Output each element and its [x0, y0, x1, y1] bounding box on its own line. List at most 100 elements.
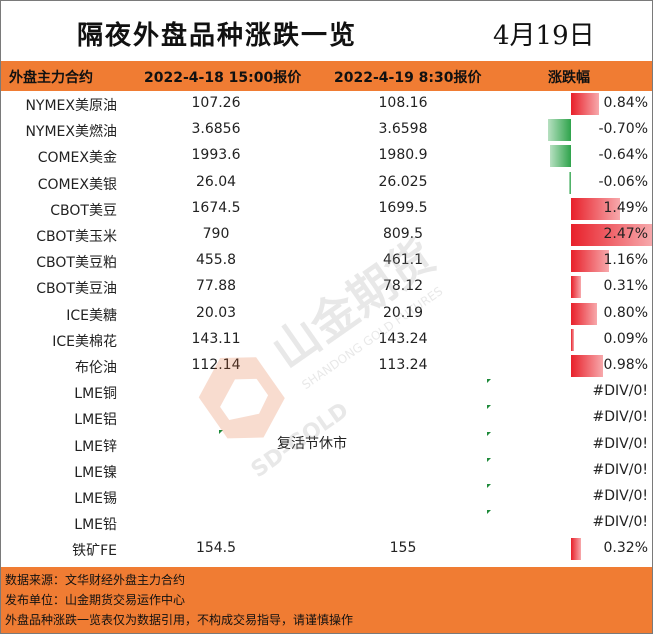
change-bar — [571, 250, 610, 273]
row-price-1: 107.26 — [191, 95, 241, 111]
row-contract: LME铝 — [74, 412, 117, 429]
error-indicator-icon — [487, 379, 491, 384]
table-row: LME锌 #DIV/0! — [1, 431, 652, 458]
row-change: -0.70% — [598, 121, 648, 138]
error-indicator-icon — [487, 431, 491, 436]
row-price-1: 1993.6 — [191, 147, 241, 164]
change-bar — [571, 276, 582, 299]
row-price-1: 790 — [202, 226, 230, 242]
table-row: LME铅 #DIV/0! — [1, 510, 652, 536]
row-contract: 铁矿FE — [72, 543, 117, 560]
table-row: ICE美棉花 143.11 143.24 0.09% — [1, 327, 652, 353]
change-bar — [571, 302, 598, 325]
row-contract: LME锌 — [74, 438, 117, 455]
row-change: 1.16% — [603, 252, 648, 269]
row-price-1: 26.04 — [195, 173, 237, 190]
row-price-2: 78.12 — [382, 278, 424, 295]
change-bar — [571, 538, 582, 561]
row-price-2: 143.24 — [378, 330, 428, 347]
table-row: CBOT美豆 1674.5 1699.5 1.49% — [1, 196, 652, 222]
row-contract: LME锡 — [74, 491, 117, 507]
row-change: 0.98% — [603, 357, 648, 373]
holiday-note: 复活节休市 — [277, 436, 347, 452]
footer-disclaimer: 外盘品种涨跌一览表仅为数据引用，不构成交易指导，请谨慎操作 — [5, 613, 354, 627]
table-row: 布伦油 112.14 113.24 0.98% — [1, 353, 652, 379]
row-contract: 布伦油 — [75, 360, 117, 376]
row-contract: CBOT美豆油 — [36, 281, 117, 298]
header-col1: 2022-4-18 15:00报价 — [144, 70, 302, 86]
row-price-1: 1674.5 — [191, 199, 241, 216]
row-contract: CBOT美豆 — [50, 202, 117, 219]
table-row: LME镍 #DIV/0! — [1, 457, 652, 484]
table-row: CBOT美豆油 77.88 78.12 0.31% — [1, 274, 652, 300]
row-change: #DIV/0! — [592, 409, 648, 426]
table-header: 外盘主力合约 2022-4-18 15:00报价 2022-4-19 8:30报… — [1, 61, 652, 91]
error-indicator-icon — [487, 510, 491, 515]
table-row: COMEX美金 1993.6 1980.9 -0.64% — [1, 143, 652, 169]
table-row: CBOT美豆粕 455.8 461.1 1.16% — [1, 248, 652, 274]
row-change: 0.84% — [603, 95, 648, 111]
table-row: NYMEX美燃油 3.6856 3.6598 -0.70% — [1, 117, 652, 143]
row-price-2: 113.24 — [378, 357, 428, 373]
table-row: CBOT美玉米 790 809.5 2.47% — [1, 222, 652, 248]
row-price-2: 3.6598 — [378, 121, 428, 138]
title-row: 隔夜外盘品种涨跌一览 4月19日 — [1, 1, 652, 61]
row-price-1: 143.11 — [191, 330, 241, 347]
row-contract: NYMEX美原油 — [25, 98, 117, 114]
change-bar — [571, 355, 604, 377]
row-price-1: 77.88 — [195, 278, 237, 295]
row-change: #DIV/0! — [592, 383, 648, 400]
row-price-2: 461.1 — [382, 252, 424, 269]
error-indicator-icon — [487, 457, 491, 462]
row-price-2: 155 — [389, 540, 417, 557]
row-change: #DIV/0! — [592, 514, 648, 531]
row-contract: CBOT美玉米 — [36, 229, 117, 245]
row-contract: ICE美糖 — [66, 307, 117, 324]
table-row: LME铜 #DIV/0! — [1, 379, 652, 405]
row-price-2: 1699.5 — [378, 199, 428, 216]
row-change: 2.47% — [603, 226, 648, 242]
row-contract: ICE美棉花 — [52, 333, 117, 350]
row-change: #DIV/0! — [592, 435, 648, 452]
table-row: 铁矿FE 154.5 155 0.32% — [1, 536, 652, 562]
row-contract: LME铅 — [74, 517, 117, 534]
row-price-2: 26.025 — [378, 173, 428, 190]
row-change: #DIV/0! — [592, 461, 648, 478]
row-contract: COMEX美银 — [37, 176, 117, 193]
header-col2: 2022-4-19 8:30报价 — [334, 70, 482, 86]
row-price-2: 1980.9 — [378, 147, 428, 164]
row-price-2: 20.19 — [382, 304, 424, 321]
row-change: 0.32% — [603, 540, 648, 557]
footer-source: 数据来源：文华财经外盘主力合约 — [5, 573, 186, 587]
error-indicator-icon — [219, 429, 223, 434]
row-price-1: 20.03 — [195, 304, 237, 321]
change-bar — [571, 197, 620, 220]
change-bar — [571, 224, 652, 246]
table-row: COMEX美银 26.04 26.025 -0.06% — [1, 170, 652, 196]
row-contract: COMEX美金 — [37, 150, 117, 167]
row-change: -0.64% — [598, 147, 648, 164]
table-row: LME锡 #DIV/0! — [1, 484, 652, 510]
row-price-1: 455.8 — [195, 252, 237, 269]
row-price-1: 3.6856 — [191, 121, 241, 138]
row-change: -0.06% — [598, 173, 648, 190]
row-price-1: 154.5 — [195, 540, 237, 557]
row-change: 0.80% — [603, 304, 648, 321]
row-contract: LME镍 — [74, 464, 117, 481]
table-row: ICE美糖 20.03 20.19 0.80% — [1, 301, 652, 327]
error-indicator-icon — [487, 484, 491, 488]
row-change: #DIV/0! — [592, 488, 648, 504]
footer: 数据来源：文华财经外盘主力合约 发布单位：山金期货交易运作中心 外盘品种涨跌一览… — [1, 567, 652, 633]
change-bar — [548, 119, 571, 142]
page-title: 隔夜外盘品种涨跌一览 — [77, 21, 358, 51]
row-price-2: 809.5 — [382, 226, 424, 242]
row-contract: NYMEX美燃油 — [25, 124, 117, 141]
row-change: 0.09% — [603, 330, 648, 347]
row-change: 0.31% — [603, 278, 648, 295]
row-contract: CBOT美豆粕 — [36, 255, 117, 272]
row-price-1: 112.14 — [191, 357, 241, 373]
change-bar — [571, 93, 599, 115]
header-contract: 外盘主力合约 — [9, 70, 93, 86]
row-price-2: 108.16 — [378, 95, 428, 111]
